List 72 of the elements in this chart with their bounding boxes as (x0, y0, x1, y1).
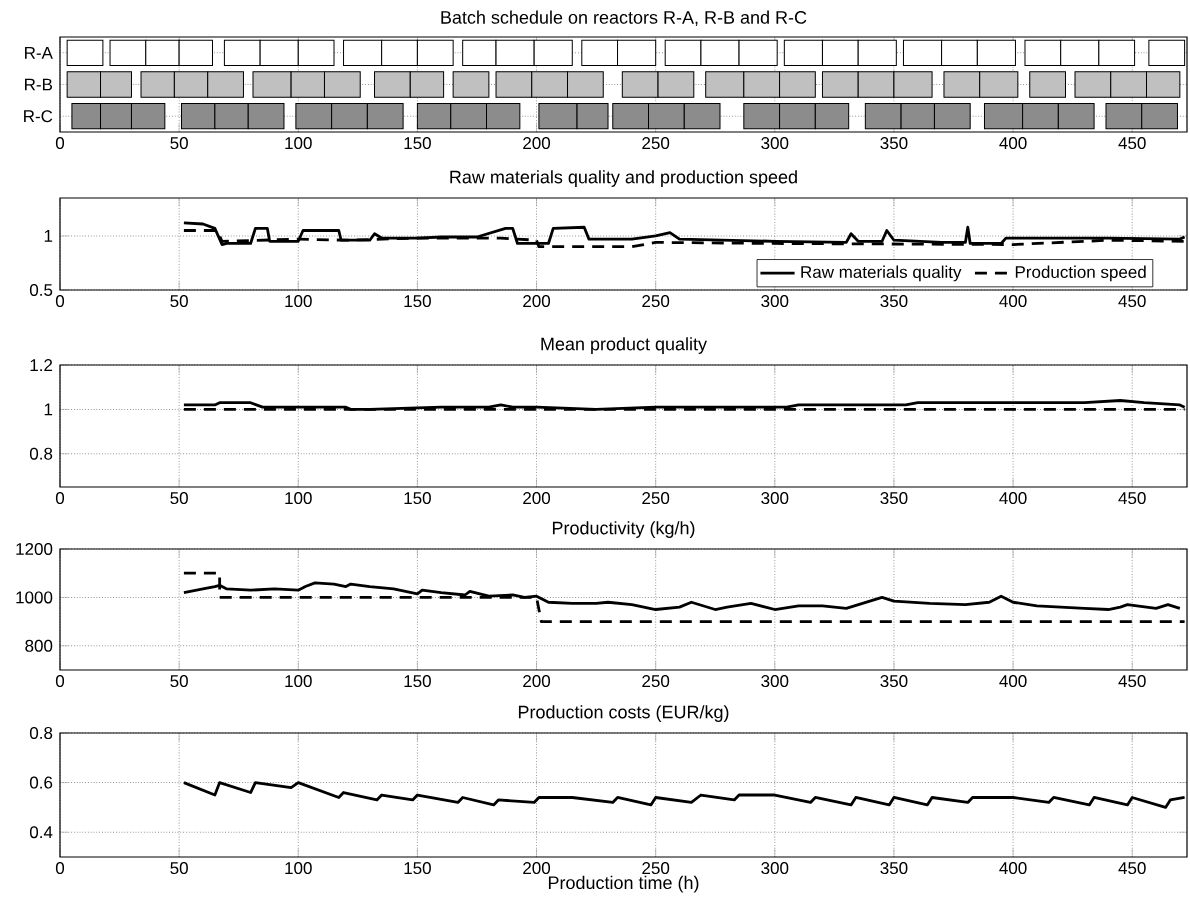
x-tick-label: 0 (55, 675, 65, 688)
y-tick-label: 800 (25, 639, 53, 652)
x-tick-label: 300 (761, 862, 789, 875)
x-tick-label: 400 (999, 295, 1027, 308)
x-tick-label: 300 (761, 675, 789, 688)
x-tick-label: 0 (55, 295, 65, 308)
x-tick-label: 450 (1118, 137, 1146, 150)
x-tick-label: 350 (880, 492, 908, 505)
y-tick-label: 1000 (16, 591, 53, 604)
x-tick-label: 100 (285, 675, 312, 688)
x-tick-label: 200 (523, 295, 551, 308)
legend-label: Raw materials quality (801, 265, 962, 282)
x-tick-label: 350 (880, 295, 908, 308)
x-tick-label: 400 (999, 137, 1027, 150)
x-tick-label: 100 (285, 862, 312, 875)
x-tick-label: 100 (285, 492, 312, 505)
x-tick-label: 400 (999, 492, 1027, 505)
chart-title: Raw materials quality and production speed (450, 170, 797, 187)
y-tick-label: R-A (25, 46, 53, 59)
x-tick-label: 150 (404, 862, 431, 875)
y-tick-label: 1.2 (30, 359, 53, 371)
y-tick-label: 0.4 (29, 826, 53, 839)
x-tick-label: 300 (761, 295, 789, 308)
x-tick-label: 50 (170, 862, 188, 875)
x-tick-label: 200 (523, 137, 551, 150)
x-tick-label: 250 (642, 675, 670, 688)
x-tick-label: 450 (1118, 295, 1146, 308)
x-tick-label: 50 (170, 675, 188, 688)
y-tick-label: 0.8 (29, 447, 53, 460)
x-tick-label: 450 (1118, 862, 1146, 875)
legend-label: Production speed (1015, 265, 1146, 282)
x-tick-label: 250 (642, 295, 670, 308)
x-tick-label: 350 (880, 675, 908, 688)
x-tick-label: 200 (523, 492, 551, 505)
x-tick-label: 100 (285, 137, 312, 150)
x-tick-label: 200 (523, 675, 551, 688)
x-tick-label: 100 (285, 295, 312, 308)
x-tick-label: 250 (642, 137, 670, 150)
x-tick-label: 400 (999, 862, 1027, 875)
y-tick-label: 1200 (16, 543, 53, 556)
x-tick-label: 0 (55, 137, 65, 150)
x-axis-title: Production time (h) (548, 875, 699, 893)
x-tick-label: 450 (1118, 675, 1146, 688)
x-tick-label: 200 (523, 862, 551, 875)
x-tick-label: 250 (642, 862, 670, 875)
x-tick-label: 300 (761, 137, 789, 150)
x-tick-label: 0 (55, 862, 65, 875)
chart-title: Production costs (EUR/kg) (518, 705, 729, 722)
x-tick-label: 50 (170, 295, 188, 308)
y-tick-label: R-B (25, 78, 53, 91)
y-tick-label: 1 (44, 403, 53, 416)
x-tick-label: 150 (404, 675, 431, 688)
x-tick-label: 350 (880, 137, 908, 150)
chart-title: Mean product quality (541, 337, 707, 354)
x-tick-label: 150 (404, 295, 431, 308)
x-tick-label: 400 (999, 675, 1027, 688)
y-tick-label: 0.8 (29, 727, 53, 740)
x-tick-label: 300 (761, 492, 789, 505)
x-tick-label: 50 (170, 492, 188, 505)
x-tick-label: 150 (404, 492, 431, 505)
x-tick-label: 450 (1118, 492, 1146, 505)
chart-title: Batch schedule on reactors R-A, R-B and R-C (441, 10, 807, 26)
y-tick-label: R-C (24, 110, 53, 123)
chart-title: Productivity (kg/h) (552, 521, 695, 538)
x-tick-label: 50 (170, 137, 188, 150)
x-tick-label: 250 (642, 492, 670, 505)
y-tick-label: 0.5 (29, 284, 53, 297)
x-tick-label: 150 (404, 137, 431, 150)
y-tick-label: 1 (44, 230, 53, 242)
y-tick-label: 0.6 (29, 776, 53, 789)
x-tick-label: 0 (55, 492, 65, 505)
x-tick-label: 350 (880, 862, 908, 875)
